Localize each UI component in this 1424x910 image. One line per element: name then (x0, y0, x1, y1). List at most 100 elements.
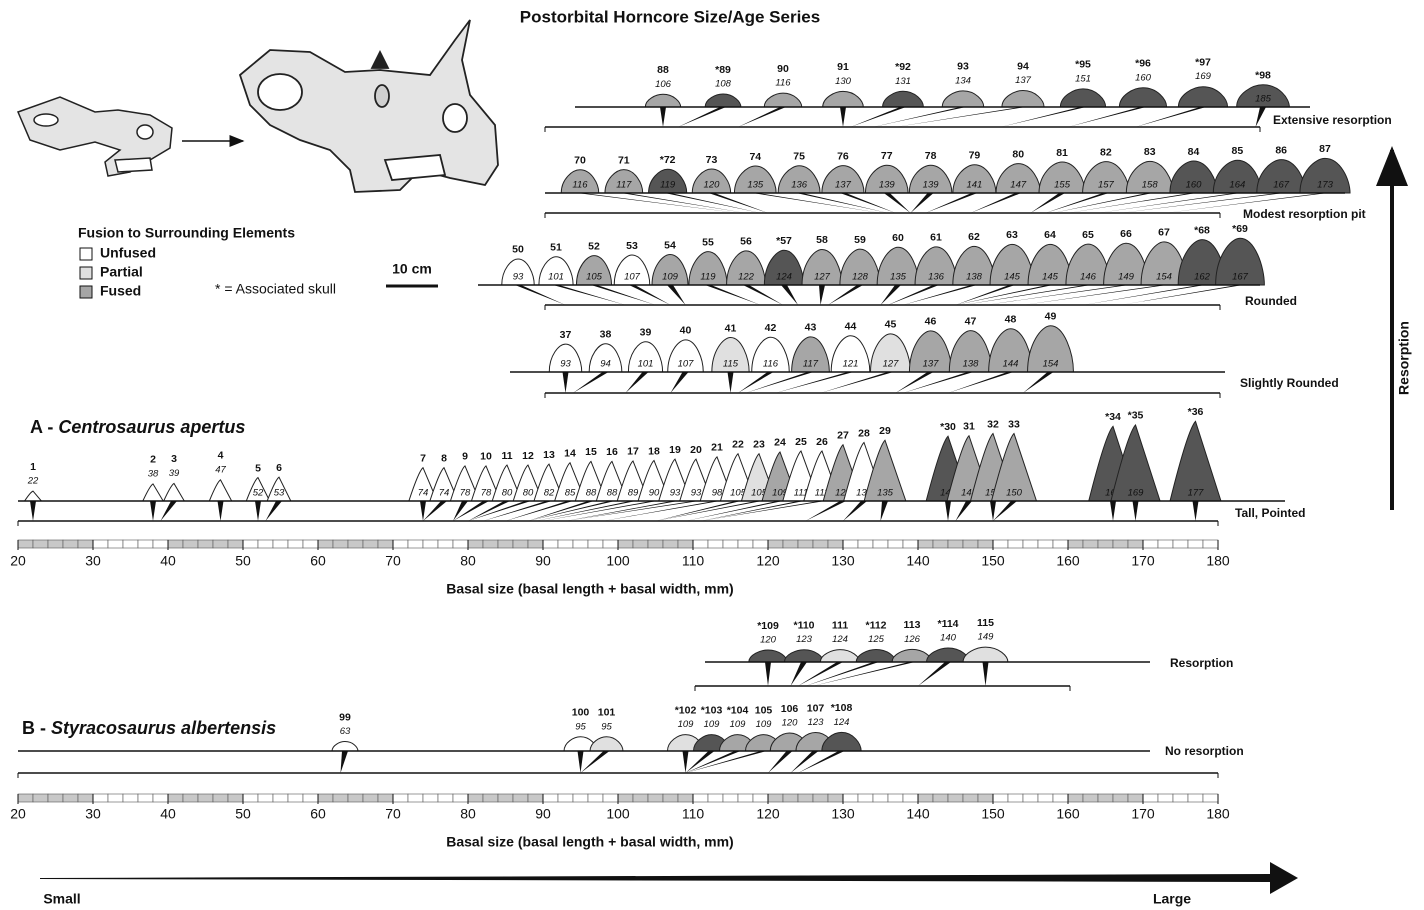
ruler-cell (782, 539, 799, 549)
ruler-cell (827, 793, 844, 803)
specimen-size: 145 (1004, 272, 1021, 283)
x-axis-label: Basal size (basal length + basal width, … (446, 834, 733, 850)
ruler-cell (602, 539, 619, 549)
horncore (688, 251, 728, 286)
size-pointer (883, 193, 911, 213)
horncore (560, 169, 600, 194)
specimen-size: 22 (27, 476, 39, 487)
ruler-cell (977, 793, 994, 803)
ruler-cell (557, 793, 574, 803)
taxon: Centrosaurus apertus (58, 417, 245, 437)
size-pointer (918, 662, 951, 686)
specimen-size: 101 (638, 359, 654, 370)
specimen-id: 51 (550, 242, 562, 254)
ruler-cell (632, 539, 649, 549)
legend-swatch (79, 247, 93, 261)
ruler-cell (1052, 539, 1069, 549)
x-tick-label: 70 (385, 806, 401, 822)
specimen-id: 25 (795, 436, 807, 448)
specimen-id: *98 (1255, 70, 1271, 82)
size-pointer (565, 501, 678, 521)
specimen-id: *68 (1194, 224, 1210, 236)
ruler-cell (497, 539, 514, 549)
specimen-size: 124 (832, 634, 848, 645)
specimen-id: 26 (816, 436, 828, 448)
ruler-cell (452, 793, 469, 803)
specimen-size: 158 (1142, 180, 1159, 191)
horncore (162, 482, 186, 502)
specimen-id: 6 (276, 462, 282, 474)
ruler-cell (887, 539, 904, 549)
specimen-id: 93 (957, 61, 969, 73)
x-tick-label: 180 (1206, 553, 1230, 569)
x-tick-label: 120 (756, 806, 780, 822)
specimen-size: 109 (730, 719, 747, 730)
specimen-id: 50 (512, 244, 524, 256)
specimen-size: 39 (169, 468, 180, 479)
ruler-cell (107, 793, 124, 803)
size-pointer (655, 501, 762, 521)
size-pointer (1000, 107, 1086, 127)
juvenile-skull (16, 96, 173, 177)
size-pointer (850, 107, 906, 127)
size-pointer (840, 107, 846, 127)
specimen-id: *112 (865, 619, 886, 631)
size-pointer (828, 285, 863, 305)
specimen-size: 125 (868, 634, 885, 645)
specimen-id: 81 (1056, 147, 1068, 159)
size-pointer (775, 372, 854, 393)
specimen-id: *114 (937, 618, 958, 630)
horncore (691, 168, 732, 194)
specimen-id: 64 (1044, 229, 1056, 241)
horncore (548, 343, 583, 373)
specimen-size: 135 (747, 180, 764, 191)
specimen-id: 31 (963, 421, 975, 433)
specimen-size: 160 (1135, 72, 1152, 83)
ruler-cell (557, 539, 574, 549)
ruler-cell (437, 539, 454, 549)
size-pointer (982, 662, 989, 686)
ruler-cell (1202, 793, 1219, 803)
horncore (1299, 157, 1351, 194)
x-tick-label: 170 (1131, 806, 1155, 822)
ruler-cell (962, 793, 979, 803)
ruler-cell (872, 793, 889, 803)
size-pointer (1132, 501, 1139, 521)
specimen-id: 55 (702, 236, 714, 248)
horncore (651, 253, 689, 286)
size-pointer (843, 501, 867, 521)
size-pointer (798, 662, 843, 686)
size-pointer (577, 751, 584, 773)
ruler-cell (1187, 793, 1204, 803)
specimen-id: 40 (680, 325, 692, 337)
specimen-size: 138 (966, 272, 983, 283)
specimen-size: 105 (730, 488, 747, 499)
size-pointer (880, 285, 901, 305)
size-pointer (265, 501, 282, 521)
specimen-id: 75 (793, 151, 805, 163)
ruler-cell (47, 793, 64, 803)
size-pointer (543, 501, 657, 521)
ruler-cell (122, 539, 139, 549)
size-pointer (1135, 107, 1206, 127)
specimen-id: 83 (1144, 146, 1156, 158)
specimen-id: 24 (774, 437, 786, 449)
small-label: Small (43, 891, 80, 907)
row: 37 93 38 94 39 101 40 107 41 115 42 116 43 117 44 121 45… (548, 311, 1074, 393)
row: 50 93 51 101 52 105 53 107 54 109 55 119 56 122 *57 124… (501, 223, 1265, 305)
x-tick-label: 150 (981, 553, 1005, 569)
large-label: Large (1153, 891, 1191, 907)
specimen-size: 139 (923, 180, 940, 191)
stage-label: Resorption (1170, 656, 1233, 670)
size-pointer (888, 285, 939, 305)
x-tick-label: 90 (535, 806, 551, 822)
specimen-size: 123 (796, 634, 813, 645)
specimen-id: *35 (1128, 410, 1144, 422)
specimen-id: *95 (1075, 59, 1091, 71)
ruler-cell (347, 793, 364, 803)
size-pointer (955, 501, 972, 521)
ruler-cell (137, 793, 154, 803)
size-pointer (700, 501, 804, 521)
ruler-cell (842, 539, 859, 549)
size-pointer (705, 285, 761, 305)
